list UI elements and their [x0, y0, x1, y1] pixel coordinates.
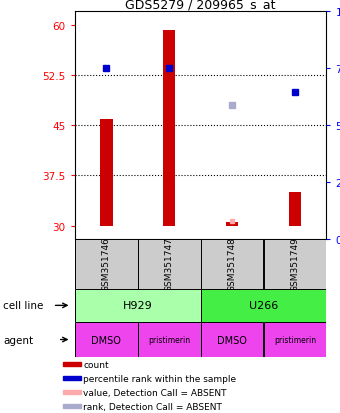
- Text: value, Detection Call = ABSENT: value, Detection Call = ABSENT: [83, 388, 227, 396]
- Bar: [100, 119, 113, 226]
- Bar: [64, 404, 81, 408]
- Text: GSM351747: GSM351747: [165, 237, 174, 292]
- Bar: [64, 390, 81, 394]
- Bar: [163, 31, 175, 226]
- Bar: [64, 376, 81, 380]
- Bar: [75, 240, 138, 289]
- Text: agent: agent: [3, 335, 34, 345]
- Text: cell line: cell line: [3, 301, 44, 311]
- Bar: [75, 289, 201, 322]
- Bar: [138, 240, 201, 289]
- Bar: [201, 289, 326, 322]
- Bar: [201, 322, 264, 357]
- Title: GDS5279 / 209965_s_at: GDS5279 / 209965_s_at: [125, 0, 276, 11]
- Bar: [64, 362, 81, 366]
- Bar: [289, 193, 301, 226]
- Bar: [138, 322, 201, 357]
- Bar: [226, 223, 238, 226]
- Bar: [201, 240, 264, 289]
- Text: H929: H929: [123, 301, 153, 311]
- Text: U266: U266: [249, 301, 278, 311]
- Bar: [75, 322, 138, 357]
- Text: GSM351748: GSM351748: [227, 237, 237, 292]
- Bar: [264, 240, 326, 289]
- Text: GSM351746: GSM351746: [102, 237, 111, 292]
- Text: GSM351749: GSM351749: [290, 237, 300, 292]
- Bar: [264, 322, 326, 357]
- Text: pristimerin: pristimerin: [148, 335, 190, 344]
- Text: pristimerin: pristimerin: [274, 335, 316, 344]
- Text: percentile rank within the sample: percentile rank within the sample: [83, 374, 236, 382]
- Text: count: count: [83, 360, 109, 369]
- Text: DMSO: DMSO: [217, 335, 247, 345]
- Text: rank, Detection Call = ABSENT: rank, Detection Call = ABSENT: [83, 401, 222, 411]
- Text: DMSO: DMSO: [91, 335, 121, 345]
